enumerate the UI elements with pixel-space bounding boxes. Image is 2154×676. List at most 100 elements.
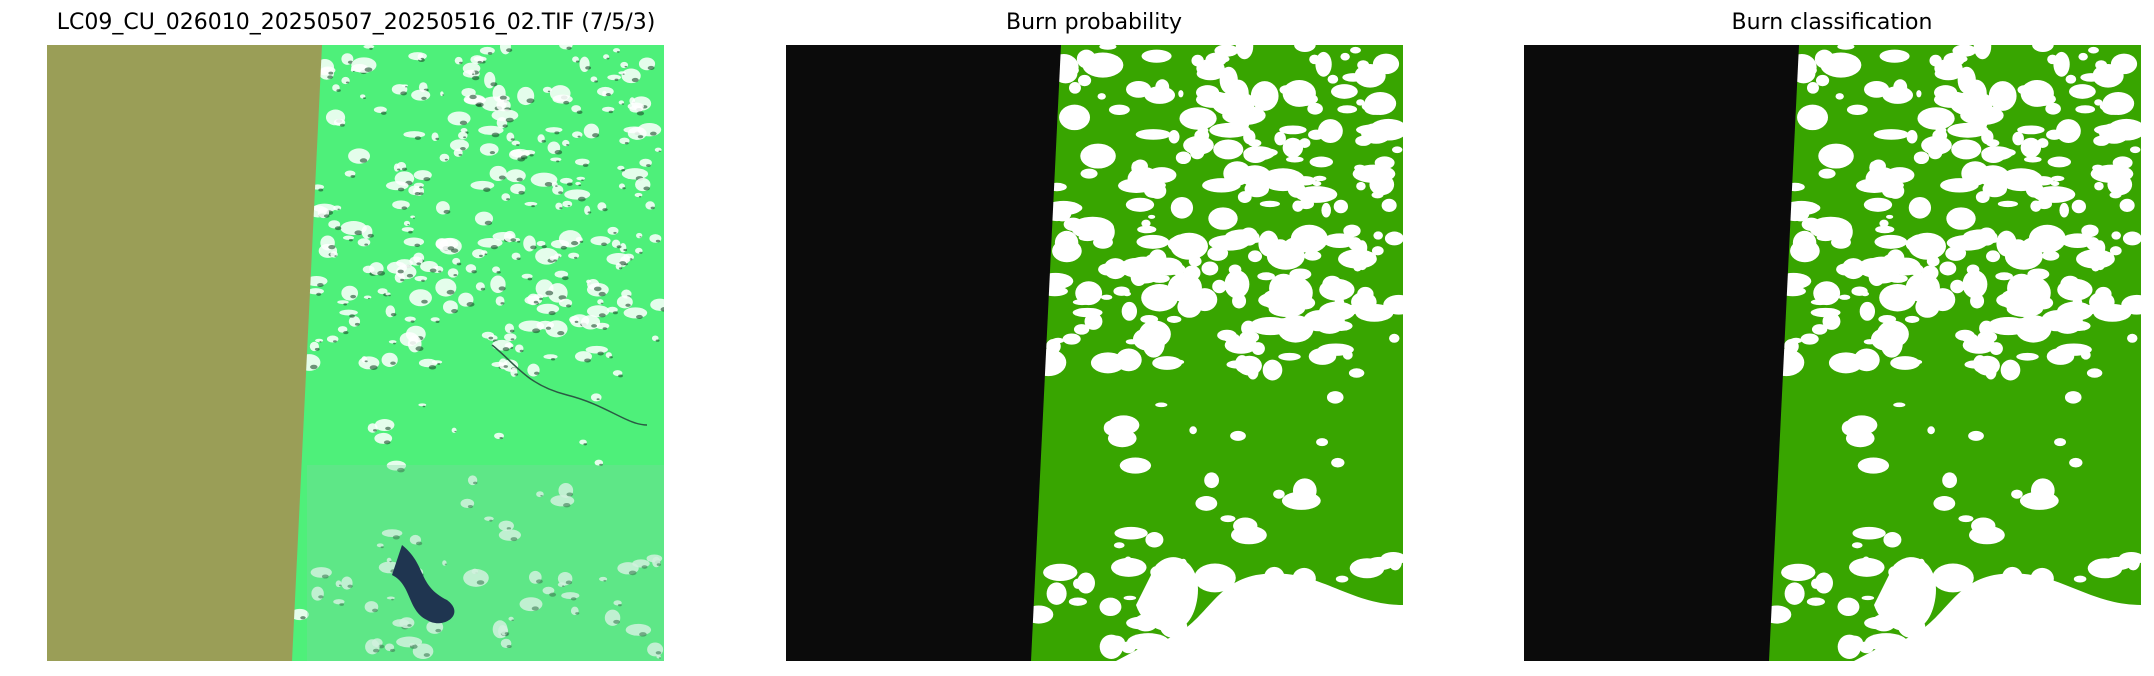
cloud-shadow [498, 286, 506, 291]
cloud-shadow [533, 300, 539, 304]
cloud-shadow [565, 580, 573, 585]
haze-area [307, 465, 664, 661]
cloud-shadow [573, 256, 578, 259]
cloud-shadow [618, 374, 623, 378]
cloud-mask-patch [1099, 634, 1124, 659]
cloud-shadow [599, 463, 603, 466]
cloud-shadow [575, 60, 580, 63]
cloud-shadow [350, 175, 356, 178]
cloud-mask-patch [307, 288, 324, 295]
cloud-mask-patch [357, 238, 371, 247]
cloud-mask-patch [470, 180, 495, 190]
cloud-mask-patch [2050, 235, 2062, 245]
cloud-mask-patch [524, 201, 538, 206]
cloud-mask-patch [1123, 595, 1137, 601]
cloud-mask-patch [1103, 258, 1128, 280]
cloud-shadow [369, 47, 373, 50]
cloud-mask-patch [2041, 250, 2060, 261]
cloud-shadow [401, 206, 408, 210]
cloud-shadow [438, 270, 442, 273]
cloud-mask-patch [1298, 198, 1315, 210]
cloud-mask-patch [1313, 175, 1327, 182]
cloud-shadow [453, 274, 458, 277]
cloud-mask-patch [1879, 219, 1889, 228]
cloud-shadow [558, 256, 561, 258]
cloud-mask-patch [1837, 45, 1855, 50]
cloud-mask-patch [1259, 200, 1281, 208]
cloud-shadow [418, 192, 424, 195]
cloud-mask-patch [1082, 52, 1124, 78]
cloud-mask-patch [1881, 182, 1901, 198]
cloud-mask-patch [1292, 478, 1317, 503]
cloud-shadow [414, 191, 421, 196]
cloud-mask-patch [1053, 203, 1072, 222]
cloud-mask-patch [2073, 575, 2087, 583]
cloud-shadow [437, 362, 441, 365]
cloud-shadow [385, 426, 391, 431]
cloud-mask-patch [1121, 641, 1136, 654]
cloud-mask-patch [1321, 202, 1331, 218]
cloud-mask-patch [1131, 161, 1141, 174]
cloud-mask-patch [543, 354, 558, 360]
cloud-shadow [636, 314, 643, 319]
cloud-shadow [605, 93, 611, 97]
cloud-mask-patch [1841, 420, 1858, 436]
cloud-mask-patch [2012, 131, 2024, 146]
cloud-mask-patch [1384, 231, 1403, 246]
cloud-mask-patch [1815, 74, 1830, 87]
cloud-mask-patch [1928, 146, 1943, 160]
cloud-mask-patch [1080, 168, 1098, 179]
cloud-mask-patch [1224, 270, 1250, 299]
cloud-shadow [510, 338, 515, 341]
cloud-mask-patch [1806, 82, 1819, 94]
cloud-shadow [602, 327, 608, 330]
cloud-shadow [364, 243, 369, 246]
cloud-mask-patch [1807, 116, 1826, 129]
cloud-mask-patch [1262, 359, 1283, 381]
no-data-area [1524, 45, 1799, 661]
cloud-mask-patch [1369, 173, 1395, 196]
cloud-shadow [575, 612, 580, 615]
cloud-mask-patch [2000, 359, 2021, 381]
cloud-mask-patch [1968, 525, 2005, 545]
cloud-mask-patch [576, 176, 586, 181]
cloud-shadow [563, 100, 570, 105]
cloud-shadow [343, 303, 348, 306]
cloud-mask-patch [1153, 257, 1183, 276]
masked-region-south [1854, 573, 2141, 661]
cloud-mask-patch [1175, 151, 1192, 165]
cloud-mask-patch [1811, 578, 1821, 589]
cloud-shadow [517, 240, 521, 243]
cloud-shadow [340, 123, 345, 127]
cloud-mask-patch [1933, 496, 1956, 511]
cloud-shadow [639, 632, 647, 637]
cloud-shadow [442, 94, 445, 96]
cloud-shadow [454, 430, 457, 433]
cloud-mask-patch [1201, 261, 1219, 276]
cloud-mask-patch [1063, 217, 1083, 232]
cloud-mask-patch [2011, 489, 2023, 499]
cloud-shadow [529, 153, 534, 157]
cloud-mask-patch [1054, 64, 1079, 77]
cloud-shadow [579, 240, 584, 243]
burn-classification-map [1524, 45, 2141, 661]
cloud-mask-patch [439, 153, 450, 162]
cloud-mask-patch [1149, 274, 1170, 283]
cloud-mask-patch [1273, 489, 1285, 499]
cloud-shadow [407, 224, 410, 226]
cloud-mask-patch [1195, 85, 1220, 100]
cloud-mask-patch [1800, 333, 1819, 345]
cloud-mask-patch [2076, 249, 2115, 269]
cloud-shadow [538, 297, 543, 301]
cloud-shadow [317, 283, 324, 287]
masked-region-south [1116, 573, 1403, 661]
cloud-mask-patch [1054, 230, 1079, 256]
cloud-mask-patch [612, 370, 623, 376]
panel-title-composite: LC09_CU_026010_20250507_20250516_02.TIF … [56, 10, 656, 35]
cloud-shadow [490, 82, 498, 87]
cloud-shadow [562, 276, 569, 281]
cloud-mask-patch [1046, 582, 1067, 605]
cloud-shadow [583, 443, 588, 446]
cloud-mask-patch [1148, 214, 1156, 219]
cloud-mask-patch [451, 427, 457, 433]
